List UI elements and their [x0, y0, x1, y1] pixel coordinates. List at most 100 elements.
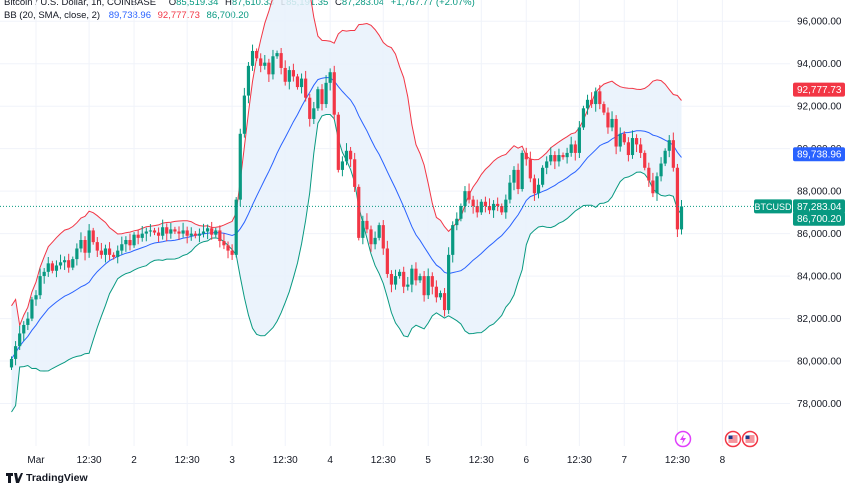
candle-body — [250, 50, 255, 66]
candle-body — [647, 167, 651, 181]
candle-body — [581, 108, 586, 128]
candle-body — [116, 250, 120, 257]
price-tag-bb-upper — [793, 82, 845, 97]
x-tick-label: 5 — [425, 455, 431, 466]
candle-body — [312, 108, 316, 119]
candle-body — [246, 65, 251, 96]
candle-body — [491, 203, 496, 211]
candle-body — [663, 150, 667, 164]
price-tag-bb-basis — [793, 147, 845, 162]
candle-body — [614, 118, 618, 147]
candle-body — [267, 62, 271, 75]
open-label: O — [168, 0, 177, 8]
high-label: H — [225, 0, 232, 8]
candle-body — [348, 150, 353, 160]
x-tick-label: 12:30 — [273, 455, 298, 466]
candle-body — [553, 155, 557, 162]
bb-basis-value: 89,738.96 — [108, 10, 151, 21]
candle-body — [585, 99, 590, 109]
x-tick-label: 12:30 — [665, 455, 690, 466]
y-tick-label: 80,000.00 — [797, 357, 842, 368]
y-tick-label: 96,000.00 — [797, 17, 842, 28]
candle-body — [26, 318, 30, 325]
y-tick-label: 94,000.00 — [797, 59, 842, 70]
candle-body — [340, 161, 345, 170]
candle-body — [610, 118, 614, 128]
candle-body — [594, 91, 598, 105]
candle-body — [389, 273, 394, 285]
candle-body — [320, 89, 324, 105]
candle-body — [242, 95, 246, 134]
bb-basis-line — [11, 76, 682, 360]
us-flag-icon-canton — [745, 435, 750, 439]
candle-body — [38, 276, 42, 296]
y-tick-label: 86,000.00 — [797, 229, 842, 240]
x-tick-label: 12:30 — [567, 455, 592, 466]
candle-body — [193, 233, 197, 236]
x-tick-label: 7 — [622, 455, 628, 466]
candle-body — [487, 206, 492, 211]
candle-body — [532, 178, 537, 194]
candle-body — [483, 201, 488, 207]
candle-body — [255, 50, 259, 59]
candle-body — [234, 199, 238, 255]
candle-body — [545, 161, 549, 168]
candle-body — [365, 220, 369, 230]
chart-title: Bitcoin / U.S. Dollar, 1h, COINBASE — [4, 0, 157, 8]
candle-body — [393, 276, 398, 285]
candle-body — [87, 230, 91, 253]
candle-body — [328, 72, 332, 83]
bb-band-fill — [11, 0, 682, 412]
candle-body — [71, 259, 75, 268]
candle-body — [630, 138, 635, 156]
candle-body — [655, 176, 659, 194]
close-value: 87,283.04 — [341, 0, 385, 8]
candle-body — [83, 239, 87, 253]
y-tick-label: 84,000.00 — [797, 272, 842, 283]
candle-body — [42, 271, 46, 277]
candle-body — [536, 184, 541, 194]
candle-body — [442, 293, 447, 311]
tradingview-logo[interactable]: TradingView — [6, 472, 88, 484]
y-tick-label: 82,000.00 — [797, 314, 842, 325]
candle-body — [512, 169, 516, 183]
bb-legend[interactable]: BB (20, SMA, close, 2) 89,738.96 92,777.… — [4, 10, 249, 21]
candle-body — [324, 82, 328, 105]
candle-body — [671, 140, 675, 168]
candle-body — [426, 276, 430, 296]
candle-body — [606, 112, 610, 128]
candle-body — [659, 163, 663, 177]
candle-body — [422, 276, 426, 296]
candle-body — [520, 152, 524, 190]
x-tick-label: 2 — [131, 455, 137, 466]
candle-body — [344, 150, 349, 162]
bb-upper-line — [11, 0, 682, 328]
candle-body — [54, 265, 59, 271]
candle-body — [205, 228, 210, 232]
candle-body — [479, 201, 483, 213]
price-tag-bb-lower-text: 86,700.20 — [797, 214, 842, 225]
candle-body — [34, 295, 38, 300]
symbol-tag — [754, 199, 792, 214]
candle-body — [508, 182, 512, 200]
candle-body — [463, 191, 467, 207]
candle-body — [161, 227, 165, 236]
candle-body — [336, 114, 340, 170]
candle-body — [451, 225, 455, 255]
candle-body — [287, 70, 291, 82]
candle-body — [430, 276, 434, 287]
candle-body — [22, 324, 26, 334]
candle-body — [63, 260, 67, 263]
candle-body — [148, 230, 153, 232]
candle-body — [602, 104, 606, 113]
candle-body — [557, 155, 561, 162]
candle-body — [226, 245, 230, 251]
change-value: +1,767.77 (+2.07%) — [390, 0, 475, 8]
candle-body — [67, 260, 71, 268]
candle-body — [524, 152, 528, 160]
candle-body — [99, 250, 103, 255]
candle-body — [144, 231, 148, 234]
x-tick-label: Mar — [27, 455, 45, 466]
candle-body — [9, 358, 14, 368]
